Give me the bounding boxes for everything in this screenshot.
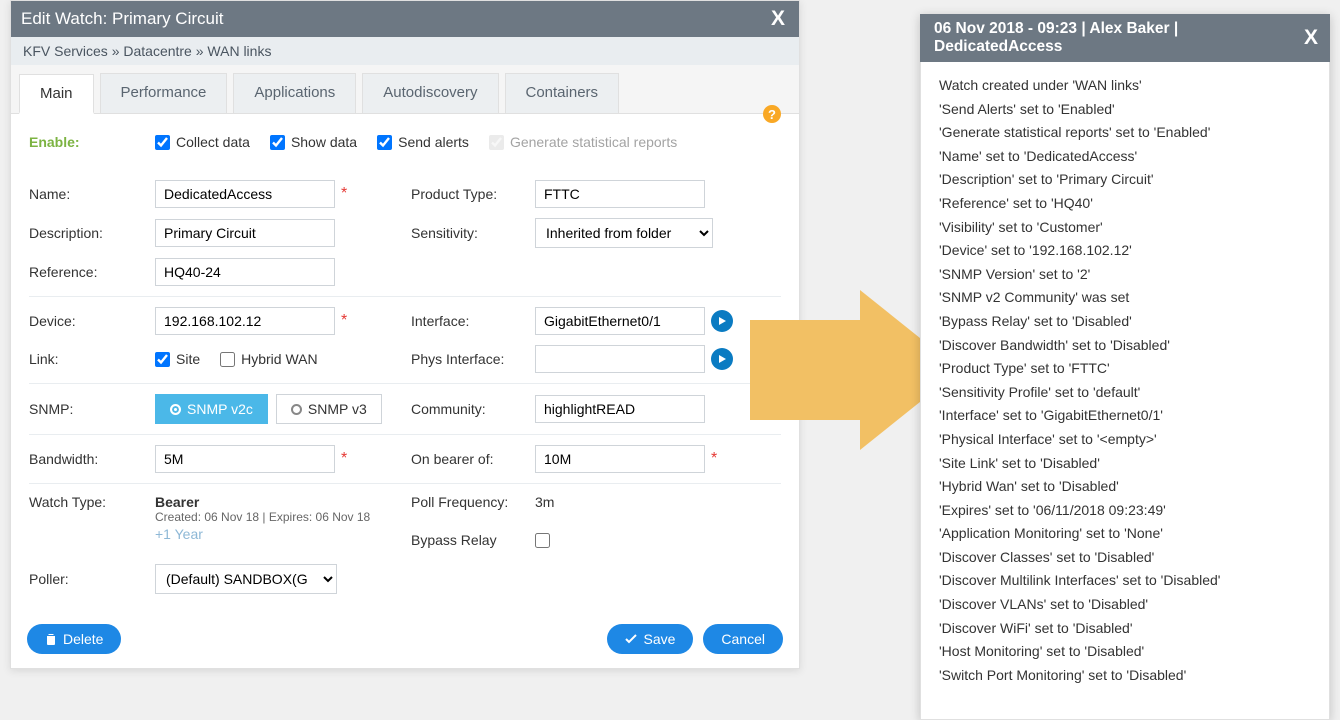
- form-area: Enable: Collect data Show data Send aler…: [11, 114, 799, 614]
- generate-reports-checkbox: Generate statistical reports: [489, 134, 677, 150]
- tab-performance[interactable]: Performance: [100, 73, 228, 113]
- snmp-v2c-radio[interactable]: SNMP v2c: [155, 394, 268, 424]
- audit-line: 'SNMP Version' set to '2': [939, 265, 1311, 285]
- required-marker: *: [341, 185, 347, 203]
- link-label: Link:: [29, 351, 155, 367]
- sensitivity-label: Sensitivity:: [405, 225, 535, 241]
- on-bearer-input[interactable]: [535, 445, 705, 473]
- audit-line: 'Discover Bandwidth' set to 'Disabled': [939, 336, 1311, 356]
- interface-input[interactable]: [535, 307, 705, 335]
- audit-header-title: 06 Nov 2018 - 09:23 | Alex Baker | Dedic…: [934, 20, 1300, 56]
- bypass-relay-label: Bypass Relay: [405, 532, 535, 548]
- audit-line: 'Discover VLANs' set to 'Disabled': [939, 595, 1311, 615]
- device-label: Device:: [29, 313, 155, 329]
- audit-line: 'Product Type' set to 'FTTC': [939, 359, 1311, 379]
- audit-line: 'Discover WiFi' set to 'Disabled': [939, 619, 1311, 639]
- audit-line: Watch created under 'WAN links': [939, 76, 1311, 96]
- delete-button[interactable]: Delete: [27, 624, 121, 654]
- required-marker: *: [341, 312, 347, 330]
- audit-line: 'Discover Multilink Interfaces' set to '…: [939, 571, 1311, 591]
- community-label: Community:: [405, 401, 535, 417]
- site-checkbox[interactable]: Site: [155, 351, 200, 367]
- tab-containers[interactable]: Containers: [505, 73, 620, 113]
- close-icon[interactable]: X: [1300, 26, 1322, 50]
- tab-autodiscovery[interactable]: Autodiscovery: [362, 73, 498, 113]
- cancel-button[interactable]: Cancel: [703, 624, 783, 654]
- poll-freq-value: 3m: [535, 494, 554, 510]
- dialog-footer: Delete Save Cancel: [11, 614, 799, 668]
- audit-header: 06 Nov 2018 - 09:23 | Alex Baker | Dedic…: [920, 14, 1330, 62]
- close-icon[interactable]: X: [767, 7, 789, 31]
- name-input[interactable]: [155, 180, 335, 208]
- help-icon[interactable]: ?: [763, 105, 781, 123]
- watch-type-value: Bearer: [155, 494, 405, 510]
- audit-line: 'Discover Classes' set to 'Disabled': [939, 548, 1311, 568]
- product-type-label: Product Type:: [405, 186, 535, 202]
- check-icon: [625, 633, 637, 645]
- device-input[interactable]: [155, 307, 335, 335]
- dialog-header: Edit Watch: Primary Circuit X: [11, 1, 799, 37]
- watch-type-label: Watch Type:: [29, 494, 155, 510]
- sensitivity-select[interactable]: Inherited from folder: [535, 218, 713, 248]
- community-input[interactable]: [535, 395, 705, 423]
- audit-line: 'Description' set to 'Primary Circuit': [939, 170, 1311, 190]
- audit-line: 'Visibility' set to 'Customer': [939, 218, 1311, 238]
- audit-line: 'Name' set to 'DedicatedAccess': [939, 147, 1311, 167]
- audit-line: 'Switch Port Monitoring' set to 'Disable…: [939, 666, 1311, 686]
- snmp-v3-radio[interactable]: SNMP v3: [276, 394, 382, 424]
- snmp-label: SNMP:: [29, 401, 155, 417]
- dialog-title: Edit Watch: Primary Circuit: [21, 9, 223, 29]
- required-marker: *: [341, 450, 347, 468]
- audit-line: 'SNMP v2 Community' was set: [939, 288, 1311, 308]
- watch-type-sub: Created: 06 Nov 18 | Expires: 06 Nov 18: [155, 510, 405, 524]
- phys-interface-input[interactable]: [535, 345, 705, 373]
- tab-main[interactable]: Main: [19, 74, 94, 114]
- trash-icon: [45, 633, 57, 645]
- phys-interface-play-button[interactable]: [711, 348, 733, 370]
- plus-one-year[interactable]: +1 Year: [155, 526, 405, 542]
- product-type-input[interactable]: [535, 180, 705, 208]
- edit-watch-dialog: Edit Watch: Primary Circuit X KFV Servic…: [10, 0, 800, 669]
- audit-line: 'Hybrid Wan' set to 'Disabled': [939, 477, 1311, 497]
- audit-line: 'Expires' set to '06/11/2018 09:23:49': [939, 501, 1311, 521]
- bandwidth-label: Bandwidth:: [29, 451, 155, 467]
- on-bearer-label: On bearer of:: [405, 451, 535, 467]
- poller-select[interactable]: (Default) SANDBOX(G: [155, 564, 337, 594]
- audit-line: 'Sensitivity Profile' set to 'default': [939, 383, 1311, 403]
- required-marker: *: [711, 450, 717, 468]
- description-input[interactable]: [155, 219, 335, 247]
- audit-line: 'Interface' set to 'GigabitEthernet0/1': [939, 406, 1311, 426]
- audit-line: 'Generate statistical reports' set to 'E…: [939, 123, 1311, 143]
- audit-body: Watch created under 'WAN links' 'Send Ale…: [920, 62, 1330, 720]
- bypass-relay-checkbox[interactable]: [535, 533, 550, 548]
- enable-label: Enable:: [29, 134, 155, 150]
- poll-freq-label: Poll Frequency:: [405, 494, 535, 510]
- audit-line: 'Physical Interface' set to '<empty>': [939, 430, 1311, 450]
- send-alerts-checkbox[interactable]: Send alerts: [377, 134, 469, 150]
- show-data-checkbox[interactable]: Show data: [270, 134, 357, 150]
- reference-label: Reference:: [29, 264, 155, 280]
- interface-play-button[interactable]: [711, 310, 733, 332]
- name-label: Name:: [29, 186, 155, 202]
- tabstrip: MainPerformanceApplicationsAutodiscovery…: [11, 65, 799, 114]
- breadcrumb: KFV Services » Datacentre » WAN links: [11, 37, 799, 65]
- audit-line: 'Reference' set to 'HQ40': [939, 194, 1311, 214]
- tab-applications[interactable]: Applications: [233, 73, 356, 113]
- audit-line: 'Host Monitoring' set to 'Disabled': [939, 642, 1311, 662]
- interface-label: Interface:: [405, 313, 535, 329]
- collect-data-checkbox[interactable]: Collect data: [155, 134, 250, 150]
- save-button[interactable]: Save: [607, 624, 693, 654]
- audit-line: 'Device' set to '192.168.102.12': [939, 241, 1311, 261]
- description-label: Description:: [29, 225, 155, 241]
- audit-line: 'Send Alerts' set to 'Enabled': [939, 100, 1311, 120]
- poller-label: Poller:: [29, 571, 155, 587]
- audit-line: 'Application Monitoring' set to 'None': [939, 524, 1311, 544]
- audit-panel: 06 Nov 2018 - 09:23 | Alex Baker | Dedic…: [920, 14, 1330, 720]
- reference-input[interactable]: [155, 258, 335, 286]
- hybrid-wan-checkbox[interactable]: Hybrid WAN: [220, 351, 318, 367]
- audit-line: 'Site Link' set to 'Disabled': [939, 454, 1311, 474]
- bandwidth-input[interactable]: [155, 445, 335, 473]
- phys-interface-label: Phys Interface:: [405, 351, 535, 367]
- audit-line: 'Bypass Relay' set to 'Disabled': [939, 312, 1311, 332]
